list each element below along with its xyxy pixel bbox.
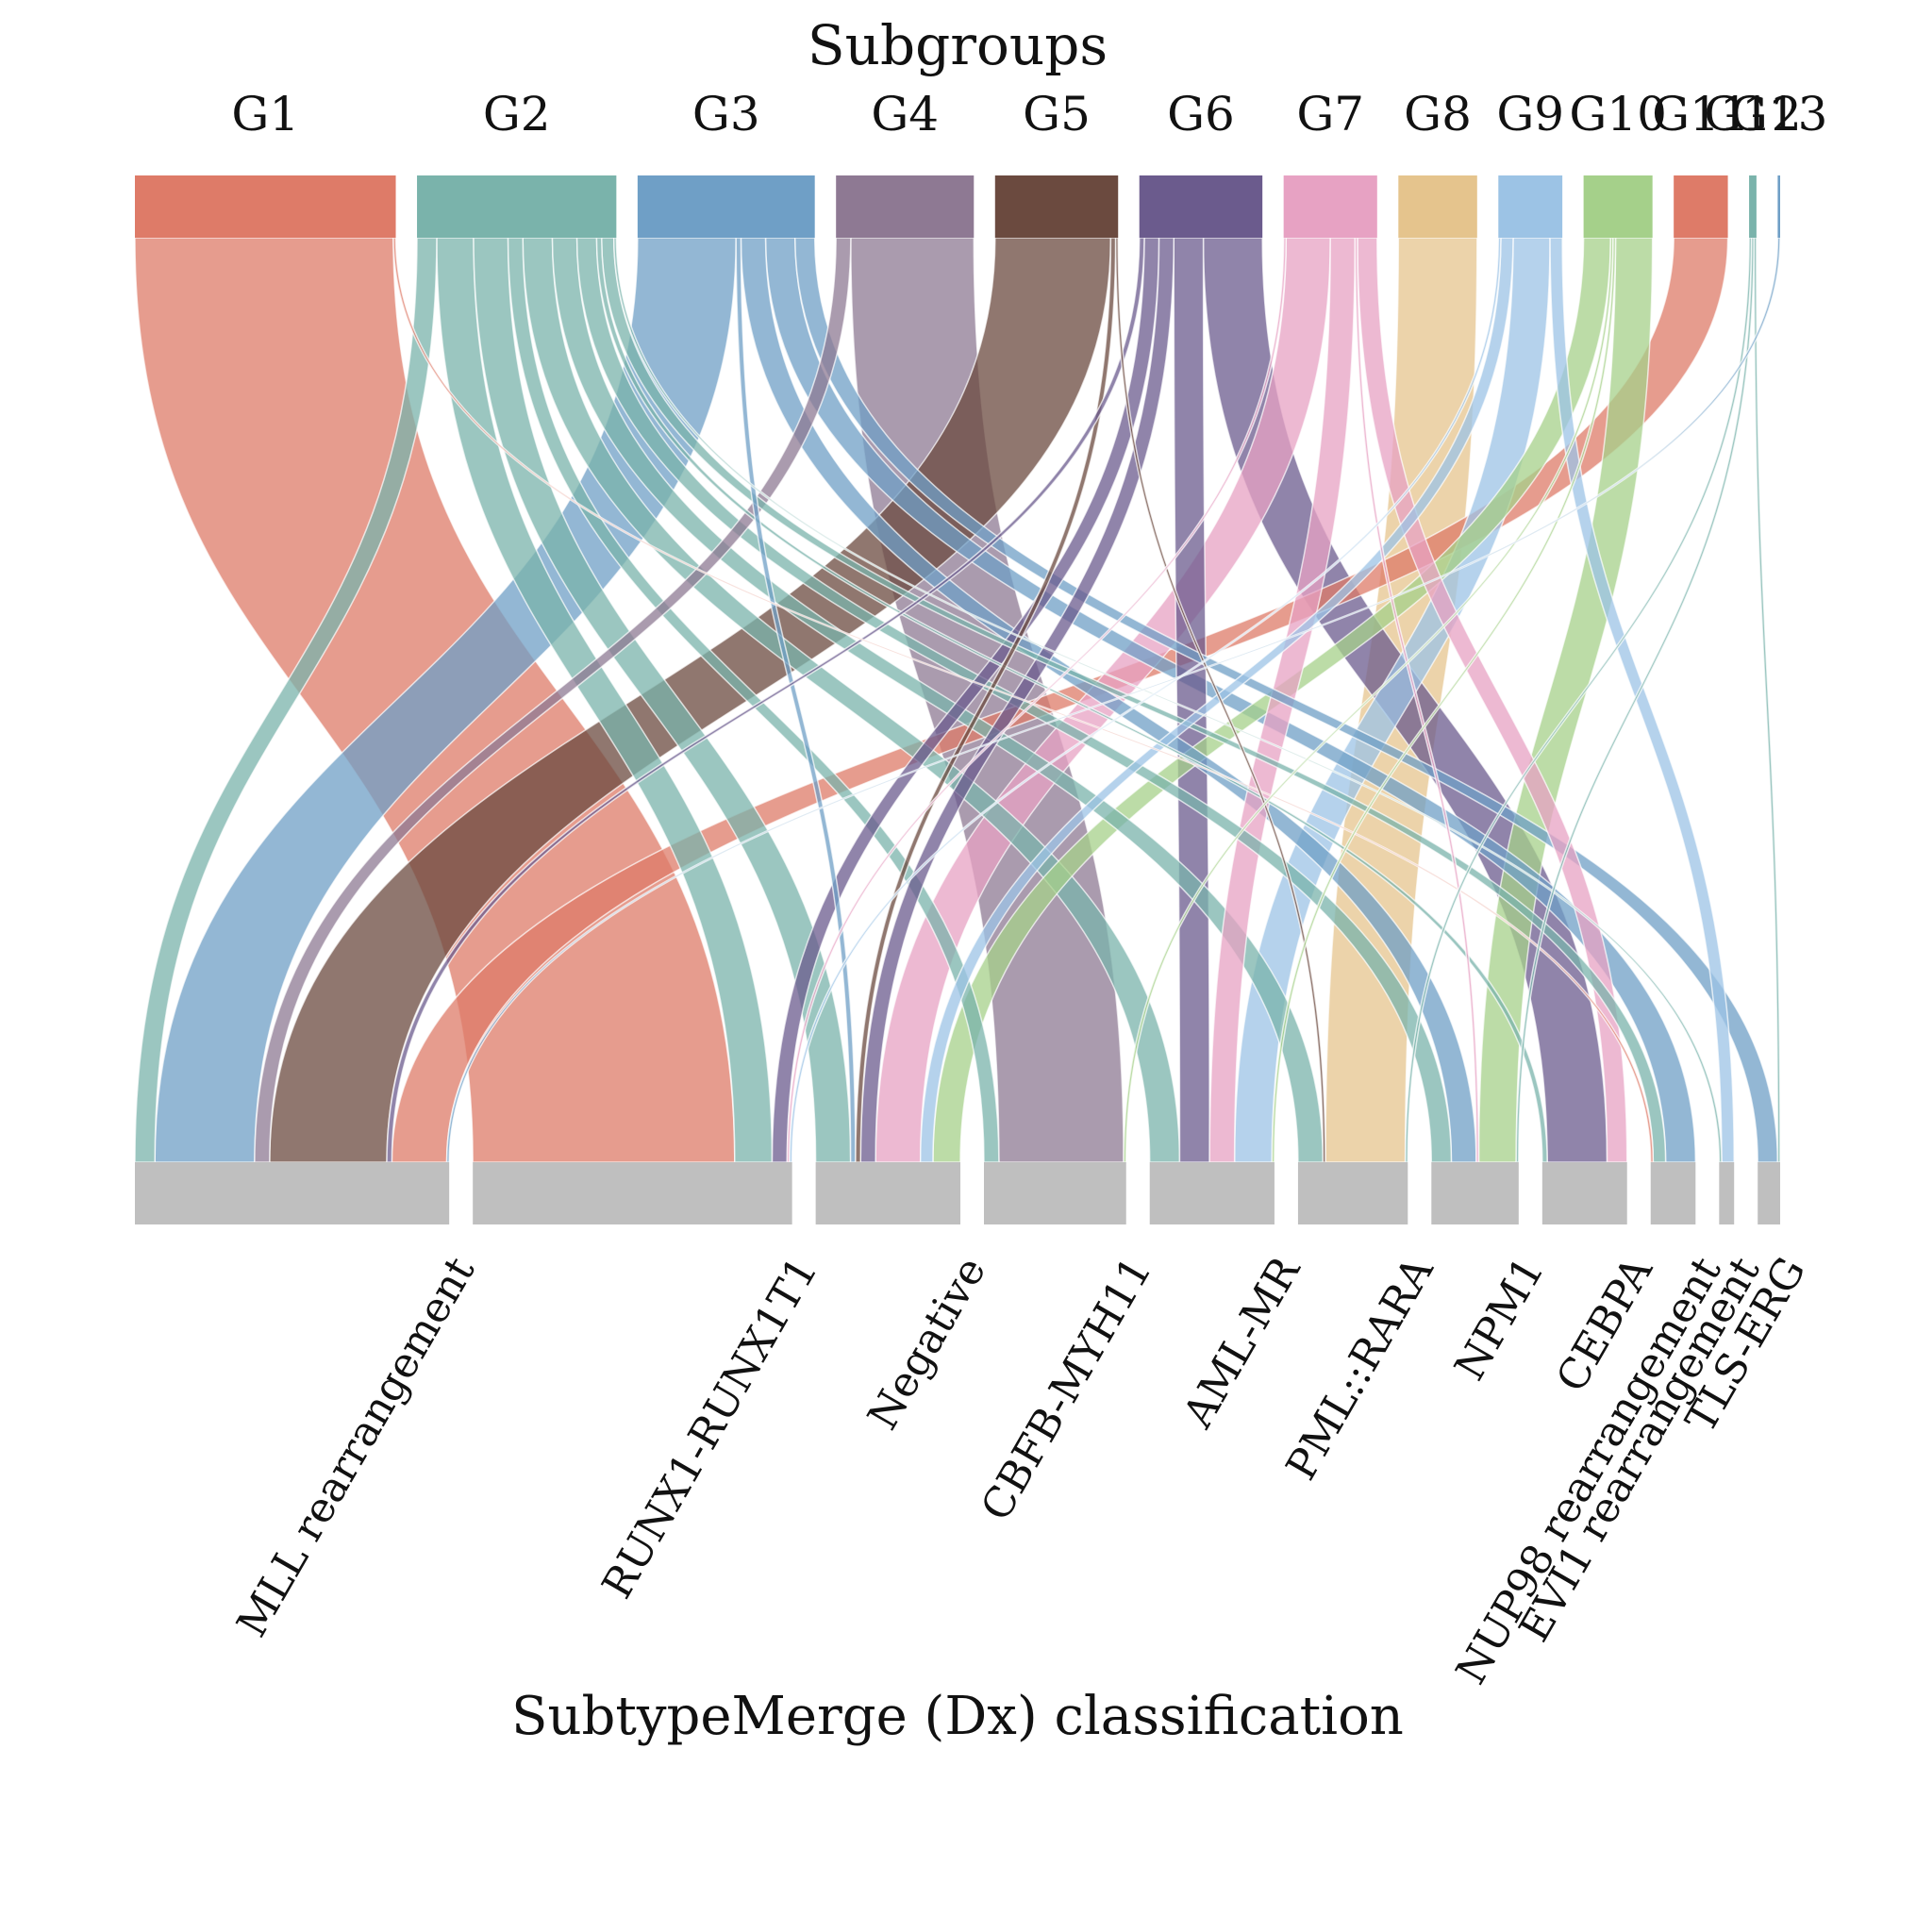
flow-g9-runx1-runx1t1	[789, 237, 1502, 1163]
bottom-node-label-aml-mr: AML-MR	[1174, 1247, 1310, 1436]
top-node-label-g7: G7	[1296, 87, 1364, 142]
bottom-node-tls-erg	[1758, 1162, 1780, 1224]
bottom-node-cbfb-myh11	[984, 1162, 1126, 1224]
bottom-node-label-npm1: NPM1	[1445, 1249, 1554, 1389]
top-node-g3	[637, 175, 815, 238]
bottom-node-aml-mr	[1149, 1162, 1275, 1224]
chart-title: Subgroups	[808, 13, 1108, 77]
bottom-node-npm1	[1431, 1162, 1519, 1224]
flow-g10-aml-mr	[1271, 237, 1617, 1163]
top-node-label-g13: G13	[1730, 87, 1828, 142]
bottom-node-negative	[815, 1162, 961, 1224]
bottom-nodes-layer: MLL rearrangement RUNX1-RUNX1T1 NegativeCB…	[135, 1162, 1815, 1692]
bottom-node-label-negative: Negative	[858, 1249, 995, 1438]
flows-layer	[134, 237, 1781, 1163]
bottom-node-label-cbfb-myh11: CBFB-MYH11	[972, 1249, 1161, 1529]
top-node-label-g8: G8	[1404, 87, 1472, 142]
top-node-g10	[1583, 175, 1653, 238]
top-node-g1	[135, 175, 396, 238]
top-node-label-g5: G5	[1023, 87, 1091, 142]
top-node-label-g6: G6	[1167, 87, 1235, 142]
bottom-node-cebpa	[1541, 1162, 1627, 1224]
top-node-g2	[417, 175, 617, 238]
bottom-node-runx1-runx1t1	[473, 1162, 792, 1224]
bottom-node-nup98-rearrangement	[1650, 1162, 1696, 1224]
flow-g12-pml-rara	[1404, 237, 1753, 1163]
top-node-label-g4: G4	[871, 87, 939, 142]
top-node-g11	[1674, 175, 1728, 238]
flow-g7-cebpa	[1357, 237, 1628, 1163]
bottom-node-label-runx1-runx1t1: RUNX1-RUNX1T1	[593, 1249, 827, 1607]
top-node-label-g9: G9	[1496, 87, 1564, 142]
top-node-g5	[994, 175, 1119, 238]
bottom-node-mll-rearrangement	[135, 1162, 450, 1224]
bottom-node-evi1-rearrangement	[1719, 1162, 1735, 1224]
top-node-g4	[836, 175, 975, 238]
flow-g10-cbfb-myh11	[1123, 237, 1614, 1163]
top-node-label-g1: G1	[231, 87, 299, 142]
flow-g3-nup98-rearrangement	[764, 237, 1697, 1163]
top-node-label-g3: G3	[692, 87, 760, 142]
bottom-node-pml-rara	[1297, 1162, 1408, 1224]
top-node-g8	[1398, 175, 1477, 238]
flow-g12-tls-erg	[1753, 237, 1781, 1163]
top-node-g12	[1749, 175, 1757, 238]
top-node-label-g10: G10	[1569, 87, 1667, 142]
top-node-label-g2: G2	[483, 87, 551, 142]
bottom-node-label-mll-rearrangement: MLL rearrangement	[228, 1249, 485, 1645]
flow-g6-aml-mr	[1173, 237, 1210, 1163]
top-node-g13	[1777, 175, 1780, 238]
top-node-label-g11: G11	[1652, 87, 1750, 142]
top-node-g6	[1139, 175, 1263, 238]
x-axis-label: SubtypeMerge (Dx) classification	[511, 1686, 1404, 1747]
flow-g12-npm1	[1515, 237, 1756, 1163]
top-node-g7	[1283, 175, 1377, 238]
top-node-label-g12: G12	[1704, 87, 1802, 142]
top-node-g9	[1498, 175, 1563, 238]
